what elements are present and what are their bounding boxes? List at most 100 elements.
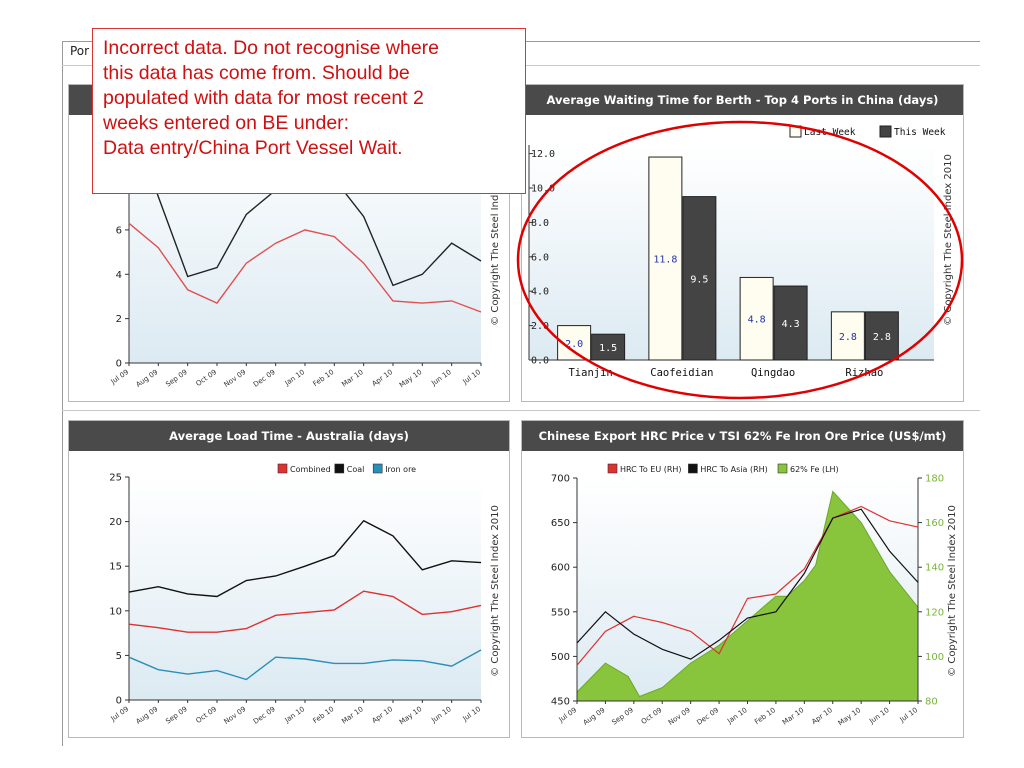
- x-tick-label: Mar 10: [340, 368, 365, 389]
- page-label: Por: [70, 44, 90, 58]
- data-label: 1.5: [599, 343, 617, 354]
- legend-label: Coal: [347, 465, 365, 474]
- x-tick-label: Jun 10: [867, 706, 890, 726]
- x-tick-label: Sep 09: [164, 705, 189, 726]
- x-tick-label: Jul 09: [109, 705, 130, 723]
- legend-swatch: [777, 463, 788, 474]
- y-tick-label-right: 140: [925, 563, 944, 574]
- chart-c2: 0.0 2.0 4.0 6.0 8.0 10.0 12.0 2.0 1.5 Tianjin 11.8…: [528, 125, 954, 379]
- series-area: [576, 490, 919, 702]
- y-tick-label: 2: [116, 314, 122, 325]
- x-tick-label: May 10: [837, 706, 863, 727]
- x-tick-label: Dec 09: [252, 368, 277, 389]
- x-tick-label: Sep 09: [610, 706, 635, 727]
- x-tick-label: Mar 10: [340, 705, 365, 726]
- y-tick-label: 6.0: [531, 252, 549, 263]
- y-tick-label: 5: [116, 651, 122, 662]
- series-line: [576, 508, 919, 660]
- x-tick-label: Tianjin: [568, 367, 612, 379]
- series-line: [128, 519, 482, 598]
- y-tick-label: 700: [551, 474, 570, 485]
- y-tick-label-right: 180: [925, 474, 944, 485]
- x-tick-label: Jul 09: [109, 368, 130, 386]
- x-tick-label: Oct 09: [195, 705, 219, 725]
- y-tick-label-right: 80: [925, 697, 938, 708]
- x-tick-label: Feb 10: [312, 368, 336, 388]
- y-tick-label: 12.0: [531, 149, 555, 160]
- annotation-line: weeks entered on BE under:: [103, 112, 350, 134]
- legend-label: HRC To EU (RH): [620, 465, 682, 474]
- legend-label: 62% Fe (LH): [790, 465, 839, 474]
- x-tick-label: Jul 09: [557, 706, 578, 724]
- x-tick-label: Jul 10: [898, 706, 919, 724]
- plot-background: [129, 477, 481, 700]
- x-tick-label: May 10: [398, 368, 424, 389]
- x-tick-label: Dec 09: [252, 705, 277, 726]
- x-tick-label: Rizhao: [845, 367, 883, 379]
- y-tick-label: 650: [551, 518, 570, 529]
- y-tick-label: 20: [109, 517, 122, 528]
- x-tick-label: Aug 09: [135, 705, 160, 726]
- x-tick-label: Feb 10: [312, 705, 336, 725]
- x-tick-label: Jan 10: [283, 705, 306, 725]
- y-tick-label: 8.0: [531, 218, 549, 229]
- x-tick-label: Qingdao: [751, 367, 795, 379]
- annotation-line: populated with data for most recent 2: [103, 87, 424, 109]
- x-tick-label: Mar 10: [781, 706, 806, 727]
- x-tick-label: Aug 09: [135, 368, 160, 389]
- panel-header: Chinese Export HRC Price v TSI 62% Fe Ir…: [522, 421, 963, 451]
- copyright-label: © Copyright The Steel Index 2010: [943, 154, 954, 326]
- row-divider: [62, 410, 980, 411]
- x-tick-label: Jun 10: [429, 368, 452, 388]
- x-tick-label: Aug 09: [582, 706, 607, 727]
- chart-c4: 450 500 550 600 650 700 80 100 120 140 160 180 Jul 0…: [551, 463, 958, 727]
- data-label: 4.3: [782, 319, 800, 330]
- legend-swatch: [789, 125, 802, 138]
- x-tick-label: Jul 10: [461, 705, 482, 723]
- y-tick-label: 500: [551, 652, 570, 663]
- legend-label: HRC To Asia (RH): [700, 465, 767, 474]
- x-tick-label: Oct 09: [640, 706, 664, 726]
- y-tick-label: 450: [551, 697, 570, 708]
- y-tick-label: 4.0: [531, 287, 549, 298]
- y-tick-label: 0: [116, 696, 122, 707]
- data-label: 2.8: [839, 332, 857, 343]
- legend-swatch: [688, 463, 698, 474]
- x-tick-label: Jan 10: [283, 368, 306, 388]
- y-tick-label: 10.0: [531, 184, 555, 195]
- copyright-label: © Copyright The Steel Index 2010: [490, 505, 501, 677]
- legend-swatch: [334, 463, 345, 474]
- data-label: 4.8: [748, 315, 766, 326]
- series-line: [128, 590, 482, 633]
- chart-c3: 0 5 10 15 20 25 Jul 09 Aug 09 Sep 09 Oct 09 Nov 09…: [109, 463, 501, 726]
- y-tick-label-right: 100: [925, 652, 944, 663]
- legend-label: Iron ore: [385, 465, 416, 474]
- x-tick-label: Caofeidian: [650, 367, 713, 379]
- x-tick-label: Oct 09: [195, 368, 219, 388]
- data-label: 9.5: [690, 274, 708, 285]
- y-tick-label: 10: [109, 606, 122, 617]
- series-line: [128, 649, 482, 681]
- legend-swatch: [879, 125, 892, 138]
- series-line: [128, 222, 482, 313]
- legend-label: Combined: [290, 465, 331, 474]
- panel-load-time-australia: Average Load Time - Australia (days) 0 5 1…: [68, 420, 510, 738]
- x-tick-label: Nov 09: [223, 705, 248, 726]
- y-tick-label: 15: [109, 562, 122, 573]
- x-tick-label: Apr 10: [810, 706, 834, 726]
- y-tick-label: 2.0: [531, 321, 549, 332]
- legend-swatch: [607, 463, 618, 474]
- y-tick-label: 4: [116, 270, 122, 281]
- panel-header: Average Waiting Time for Berth - Top 4 P…: [522, 85, 963, 115]
- x-tick-label: Nov 09: [223, 368, 248, 389]
- x-tick-label: Apr 10: [371, 705, 395, 725]
- data-label: 11.8: [653, 255, 677, 266]
- legend-swatch: [372, 463, 383, 474]
- x-tick-label: Feb 10: [753, 706, 777, 726]
- annotation-callout: Incorrect data. Do not recognise where t…: [92, 28, 526, 194]
- y-tick-label: 600: [551, 563, 570, 574]
- x-tick-label: Dec 09: [695, 706, 720, 727]
- y-tick-label: 0: [116, 359, 122, 370]
- x-tick-label: Nov 09: [667, 706, 692, 727]
- series-line: [576, 505, 919, 666]
